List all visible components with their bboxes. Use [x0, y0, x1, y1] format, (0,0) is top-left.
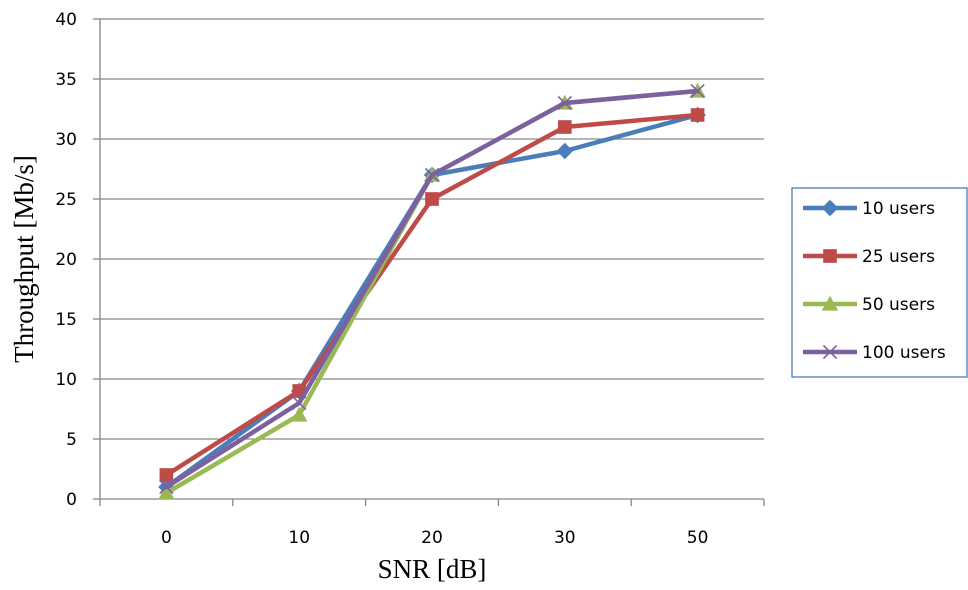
x-tick-label: 0 — [161, 528, 172, 548]
y-tick-label: 40 — [55, 10, 77, 30]
legend-marker — [821, 295, 839, 311]
legend-box — [791, 187, 968, 378]
data-point — [158, 484, 175, 500]
data-point — [159, 479, 174, 495]
legend-marker — [823, 249, 837, 263]
data-point — [557, 95, 572, 111]
data-point — [159, 468, 174, 482]
legend-label: 25 users — [862, 247, 935, 267]
x-tick-label: 10 — [288, 528, 310, 548]
x-tick-label: 20 — [421, 528, 443, 548]
y-tick-label: 15 — [55, 310, 77, 330]
y-tick-label: 0 — [66, 490, 77, 510]
legend-label: 100 users — [862, 343, 946, 363]
legend-item: 10 users — [803, 199, 935, 219]
x-axis-title: SNR [dB] — [378, 554, 487, 584]
legend-item: 100 users — [803, 343, 946, 363]
series-layer — [158, 82, 706, 500]
series-line — [164, 88, 700, 496]
data-point — [690, 83, 705, 99]
y-tick-label: 25 — [55, 190, 77, 210]
y-axis-ticks: 0 5 10 15 20 25 30 35 40 — [55, 10, 100, 510]
series-2 — [158, 82, 706, 500]
data-point — [690, 108, 705, 122]
y-tick-label: 5 — [66, 430, 77, 450]
data-point — [424, 167, 440, 183]
series-1 — [159, 108, 705, 482]
data-point — [292, 395, 307, 411]
legend-marker — [822, 344, 838, 360]
y-tick-label: 30 — [55, 130, 77, 150]
legend-item: 50 users — [803, 295, 935, 315]
y-axis-title: Throughput [Mb/s] — [9, 155, 39, 363]
y-tick-label: 10 — [55, 370, 77, 390]
data-point — [425, 192, 439, 206]
legend: 10 users 25 users 50 users 100 users — [791, 187, 968, 378]
legend-item: 25 users — [803, 247, 935, 267]
data-point — [557, 120, 572, 134]
data-point — [556, 142, 574, 160]
data-point — [290, 406, 308, 422]
legend-label: 50 users — [862, 295, 935, 315]
series-0 — [158, 106, 706, 496]
series-3 — [159, 83, 705, 495]
x-axis-ticks: 0 10 20 30 50 — [99, 499, 765, 548]
y-tick-label: 35 — [55, 70, 77, 90]
y-tick-label: 20 — [55, 250, 77, 270]
gridlines — [100, 18, 764, 440]
x-tick-label: 50 — [687, 528, 709, 548]
x-tick-label: 30 — [554, 528, 576, 548]
legend-marker — [821, 199, 839, 217]
legend-label: 10 users — [862, 199, 935, 219]
